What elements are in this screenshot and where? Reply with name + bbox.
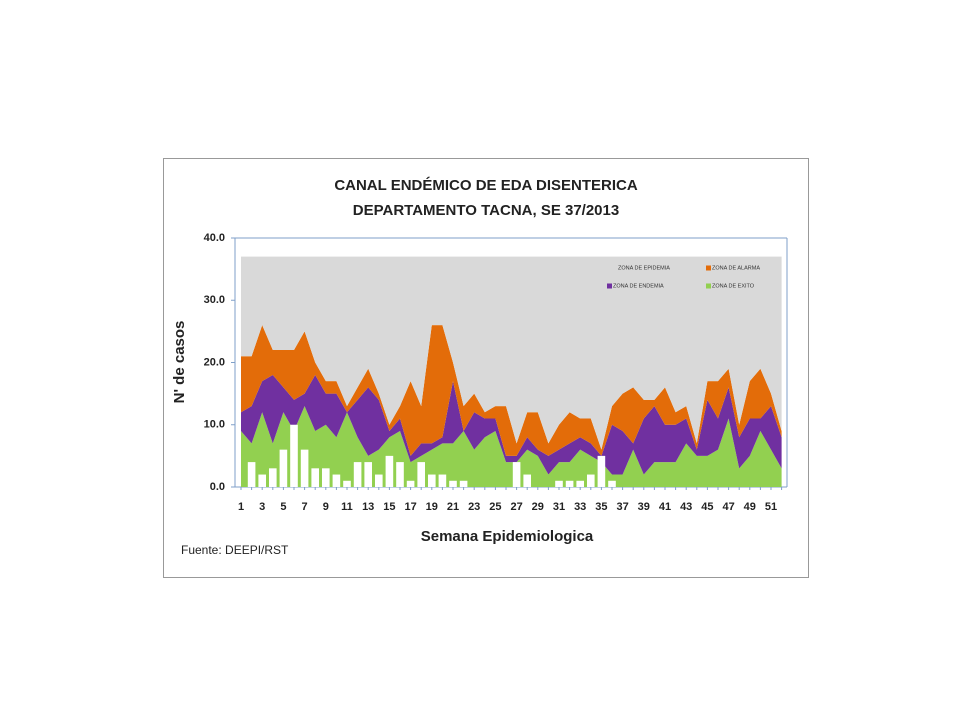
x-axis-label: Semana Epidemiologica <box>421 528 594 545</box>
source: Fuente: DEEPI/RST <box>181 543 289 557</box>
y-tick-label: 30.0 <box>204 294 225 306</box>
x-tick-label: 29 <box>532 501 544 513</box>
y-tick-label: 10.0 <box>204 419 225 431</box>
x-tick-label: 5 <box>280 501 286 513</box>
x-tick-label: 11 <box>341 501 353 513</box>
bar <box>428 474 436 487</box>
legend-swatch <box>706 283 711 289</box>
bar <box>311 468 319 487</box>
bar <box>279 449 288 487</box>
x-tick-label: 9 <box>323 501 329 513</box>
x-tick-label: 27 <box>510 501 522 513</box>
x-tick-label: 41 <box>659 501 671 513</box>
y-tick-label: 20.0 <box>204 356 225 368</box>
bar <box>343 480 351 487</box>
area <box>241 256 782 450</box>
bar <box>300 449 309 487</box>
bar <box>597 455 606 487</box>
bar <box>269 468 277 487</box>
legend-label: ZONA DE ALARMA <box>712 265 760 271</box>
bar <box>576 480 584 487</box>
x-tick-label: 49 <box>744 501 756 513</box>
legend-swatch <box>706 265 711 271</box>
bar <box>587 474 595 487</box>
plot-area: 0.010.020.030.040.01 3 5 7 9 11 13 15 17 19 21 23 25… <box>204 232 788 513</box>
x-tick-label: 15 <box>383 501 395 513</box>
bar <box>565 480 574 487</box>
x-tick-label: 43 <box>680 501 692 513</box>
bar <box>375 474 383 487</box>
bar <box>332 474 341 487</box>
chart-title: CANAL ENDÉMICO DE EDA DISENTERICA <box>334 177 638 194</box>
area <box>241 374 782 475</box>
legend-label: ZONA DE EXITO <box>712 283 755 289</box>
bar <box>449 480 457 487</box>
legend-swatch <box>607 283 612 289</box>
area <box>241 325 782 456</box>
y-tick-label: 40.0 <box>204 232 225 244</box>
bar <box>406 480 415 487</box>
bar <box>385 455 394 487</box>
x-tick-label: 7 <box>302 501 308 513</box>
bar <box>258 474 266 487</box>
bar <box>290 424 298 487</box>
x-tick-label: 37 <box>616 501 628 513</box>
y-tick-label: 0.0 <box>210 481 225 493</box>
legend-label: ZONA DE EPIDEMIA <box>618 265 670 271</box>
x-tick-label: 3 <box>259 501 265 513</box>
x-tick-label: 25 <box>489 501 501 513</box>
x-tick-label: 13 <box>362 501 374 513</box>
bar <box>353 462 362 487</box>
x-tick-label: 19 <box>426 501 438 513</box>
x-tick-label: 33 <box>574 501 586 513</box>
x-tick-label: 21 <box>447 501 459 513</box>
bar <box>459 480 468 487</box>
x-tick-label: 45 <box>701 501 713 513</box>
bar <box>364 462 372 487</box>
legend-label: ZONA DE ENDEMIA <box>613 283 664 289</box>
legend-swatch <box>612 265 617 271</box>
bar <box>523 474 531 487</box>
bar <box>322 468 330 487</box>
bar <box>396 462 404 487</box>
y-axis-label: N' de casos <box>171 321 188 404</box>
x-tick-label: 47 <box>722 501 734 513</box>
area <box>241 406 782 487</box>
bar <box>417 462 425 487</box>
bar <box>555 480 563 487</box>
chart-title: DEPARTAMENTO TACNA, SE 37/2013 <box>353 202 619 219</box>
x-tick-label: 39 <box>638 501 650 513</box>
bar <box>247 462 256 487</box>
bar <box>608 480 616 487</box>
x-tick-label: 1 <box>238 501 244 513</box>
x-tick-label: 31 <box>553 501 565 513</box>
x-tick-label: 17 <box>404 501 416 513</box>
x-tick-label: 23 <box>468 501 480 513</box>
bar <box>512 462 521 487</box>
x-tick-label: 35 <box>595 501 607 513</box>
x-tick-label: 51 <box>765 501 777 513</box>
bar <box>438 474 447 487</box>
